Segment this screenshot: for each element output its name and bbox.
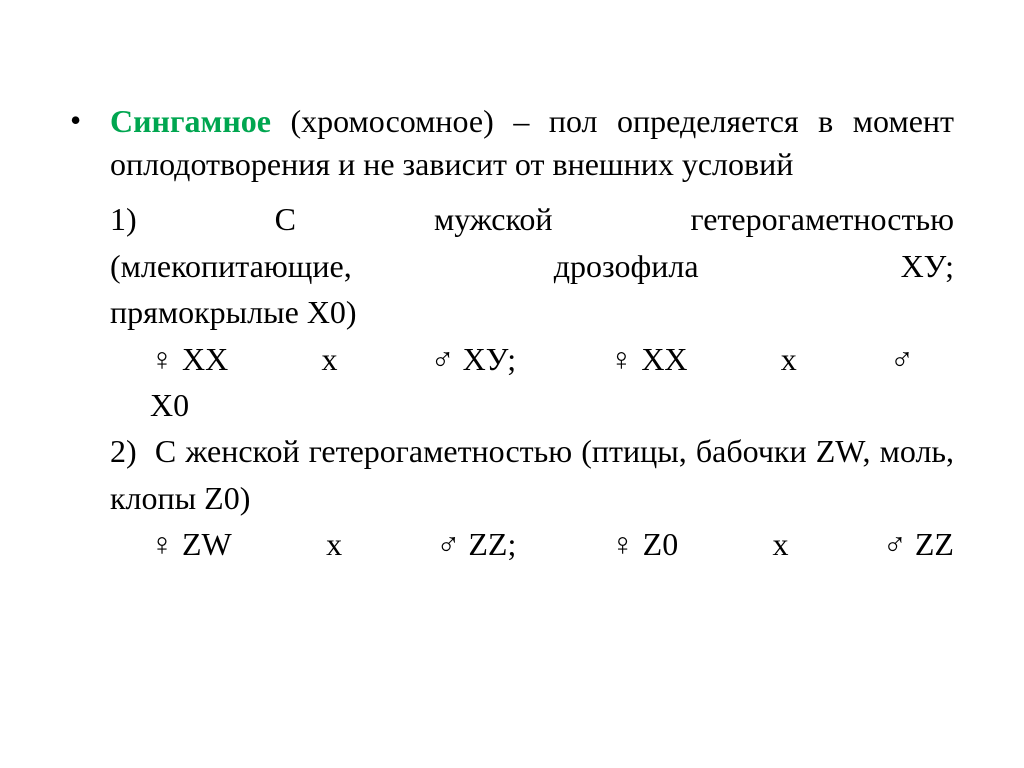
cross-2-mult-1: х (326, 521, 342, 567)
male-symbol-4: ♂ (883, 526, 907, 562)
cross-2-m2: ZZ (915, 526, 954, 562)
item-1-line-3: прямокрылые Х0) (110, 289, 954, 335)
item-2-number: 2) (110, 433, 137, 469)
cross-1-mult-2: х (781, 336, 797, 382)
item-1-line-2: (млекопитающие, дрозофила ХУ; (110, 243, 954, 289)
cross-1-mult-1: х (321, 336, 337, 382)
item-1-header: 1) С мужской гетерогаметностью (110, 196, 954, 242)
male-symbol-2: ♂ (890, 336, 914, 382)
female-symbol-1: ♀ (150, 341, 174, 377)
female-symbol-3: ♀ (150, 526, 174, 562)
item-1-word-4: (млекопитающие, (110, 243, 352, 289)
cross-1-m2: Х0 (150, 387, 189, 423)
cross-1-f1: ХХ (182, 341, 228, 377)
bullet-text: Сингамное (хромосомное) – пол определяет… (110, 100, 954, 186)
item-1-word-3: гетерогаметностью (691, 196, 954, 242)
item-1-word-6: ХУ; (901, 243, 954, 289)
female-symbol-4: ♀ (611, 526, 635, 562)
cross-1-m1: ХУ; (463, 341, 516, 377)
item-1-cross: ♀ ХХ х ♂ ХУ; ♀ ХХ х ♂ Х0 (110, 336, 954, 429)
item-1-word-1: С (275, 196, 296, 242)
item-1-word-5: дрозофила (554, 243, 699, 289)
cross-2-mult-2: х (773, 521, 789, 567)
item-2-text: С женской гетерогаметностью (птицы, бабо… (110, 433, 954, 515)
item-1-word-2: мужской (434, 196, 553, 242)
female-symbol-2: ♀ (609, 341, 633, 377)
bullet-marker: • (70, 100, 90, 142)
cross-2-f1: ZW (182, 526, 232, 562)
male-symbol-3: ♂ (436, 526, 460, 562)
cross-2-m1: ZZ; (468, 526, 516, 562)
cross-2-f2: Z0 (643, 526, 679, 562)
item-2-cross: ♀ ZW х ♂ ZZ; ♀ Z0 х ♂ ZZ (110, 521, 954, 567)
bullet-item: • Сингамное (хромосомное) – пол определя… (70, 100, 954, 186)
cross-1-f2: ХХ (641, 341, 687, 377)
item-1: 1) С мужской гетерогаметностью (млекопит… (110, 196, 954, 335)
item-2: 2) С женской гетерогаметностью (птицы, б… (110, 428, 954, 521)
highlight-term: Сингамное (110, 103, 271, 139)
male-symbol-1: ♂ (431, 341, 455, 377)
item-1-number: 1) (110, 196, 137, 242)
